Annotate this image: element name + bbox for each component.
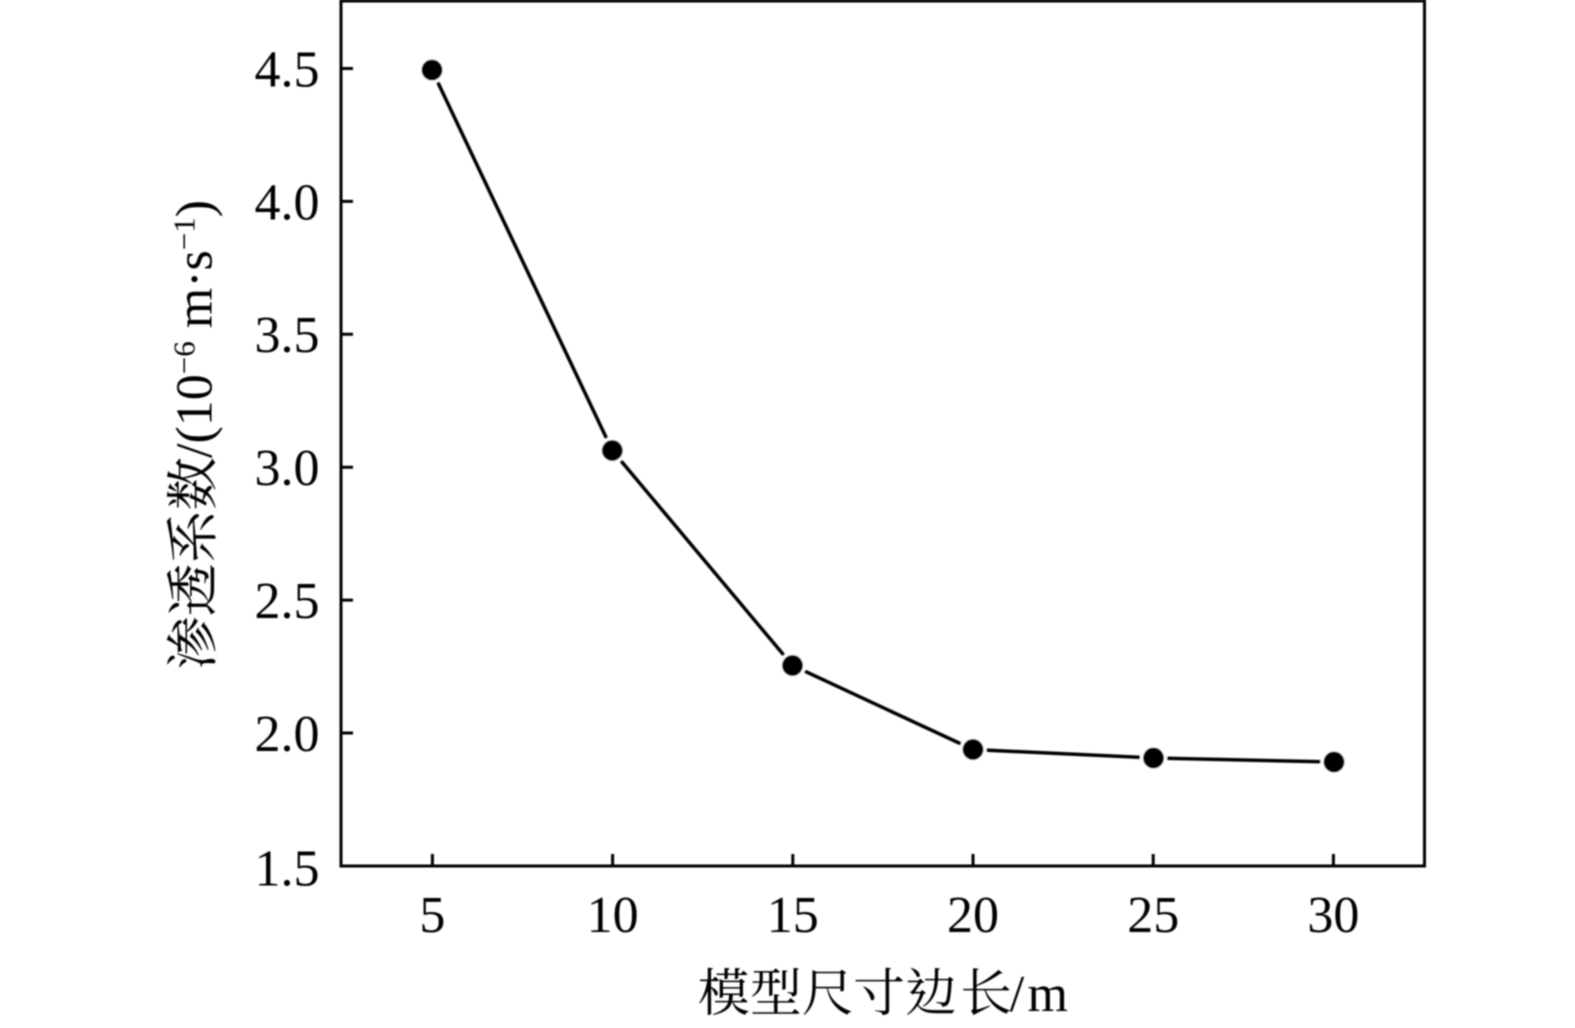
svg-text:2.5: 2.5 (255, 573, 320, 630)
svg-text:5: 5 (419, 887, 445, 944)
svg-text:10: 10 (587, 887, 639, 944)
svg-text:25: 25 (1127, 887, 1179, 944)
svg-text:/: / (1010, 966, 1025, 1023)
svg-text:1.5: 1.5 (255, 841, 320, 898)
svg-text:3.0: 3.0 (255, 440, 320, 497)
svg-text:4.0: 4.0 (255, 174, 320, 231)
svg-text:15: 15 (767, 887, 819, 944)
svg-text:30: 30 (1307, 887, 1359, 944)
svg-text:20: 20 (947, 887, 999, 944)
svg-text:2.0: 2.0 (255, 706, 320, 763)
svg-text:4.5: 4.5 (255, 41, 320, 98)
svg-text:3.5: 3.5 (255, 307, 320, 364)
svg-text:m: m (1028, 966, 1068, 1023)
